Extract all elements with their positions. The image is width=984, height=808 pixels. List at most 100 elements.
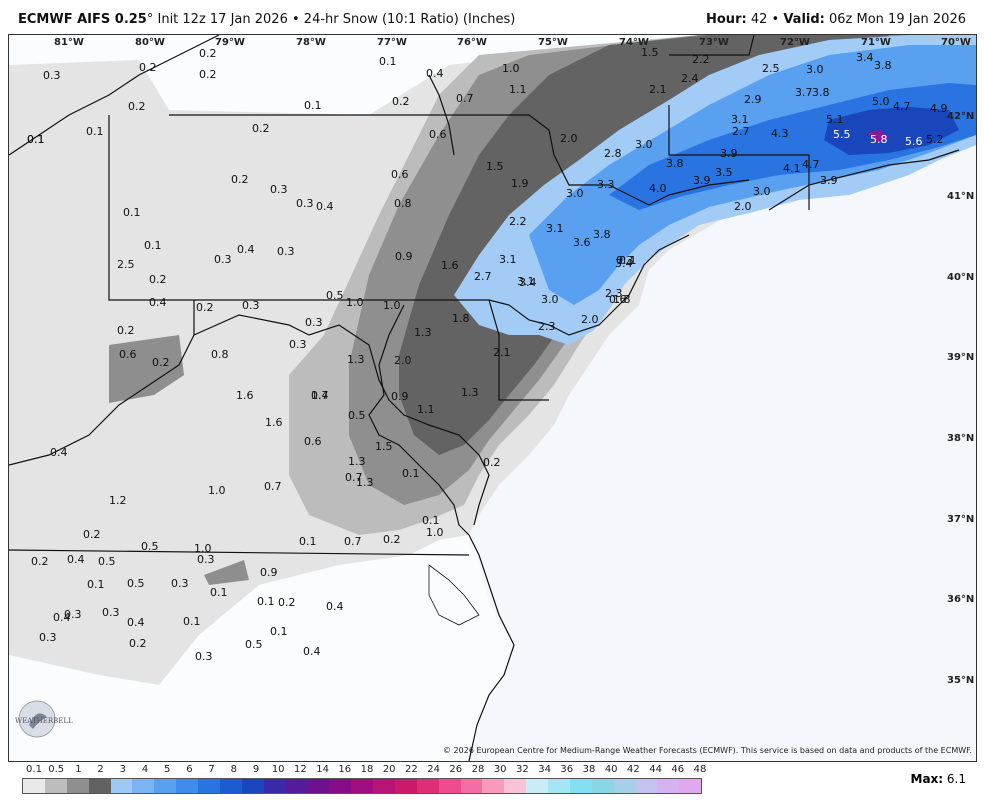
legend-tick-label: 16	[338, 764, 352, 775]
legend-labels: 0.1 0.5 1 2 3 4 5 6 7 8 9 10 12 14 16 18 20 22 24 26 28 30 32 3…	[22, 764, 706, 776]
snow-value: 1.1	[417, 403, 435, 416]
legend-tick-label: 22	[405, 764, 418, 775]
snow-value: 3.3	[597, 178, 615, 191]
snow-value: 3.0	[753, 185, 771, 198]
snow-value: 1.1	[509, 83, 527, 96]
snow-value: 2.7	[474, 270, 492, 283]
snow-value: 0.4	[67, 553, 85, 566]
snow-value: 0.2	[152, 356, 170, 369]
snow-value: 0.2	[392, 95, 410, 108]
snow-value: 2.0	[581, 313, 599, 326]
snow-value: 5.8	[870, 133, 888, 146]
snow-value: 1.3	[461, 386, 479, 399]
snow-value: 0.9	[395, 250, 413, 263]
legend-swatch	[373, 779, 395, 793]
snow-value: 1.7	[311, 389, 329, 402]
snow-value: 4.3	[771, 127, 789, 140]
snow-value: 0.2	[231, 173, 249, 186]
snow-value: 0.4	[149, 296, 167, 309]
legend-swatch	[176, 779, 198, 793]
legend-tick-label: 18	[360, 764, 374, 775]
map-frame: 81°W 80°W 79°W 78°W 77°W 76°W 75°W 74°W …	[8, 34, 977, 762]
snow-value: 2.0	[394, 354, 412, 367]
lon-label: 78°W	[296, 37, 326, 48]
legend-swatch	[548, 779, 570, 793]
snow-value: 3.1	[731, 113, 749, 126]
snow-value: 0.8	[394, 197, 412, 210]
snow-value: 0.2	[139, 61, 157, 74]
legend-tick-label: 14	[316, 764, 329, 775]
snow-value: 1.5	[486, 160, 504, 173]
snow-value: 3.9	[693, 174, 711, 187]
lat-label: 39°N	[947, 352, 974, 363]
lon-label: 74°W	[619, 37, 649, 48]
legend-tick-label: 32	[516, 764, 529, 775]
legend-tick-label: 26	[449, 764, 463, 775]
snow-value: 0.3	[270, 183, 288, 196]
snow-value: 1.2	[109, 494, 127, 507]
snow-value: 0.2	[199, 47, 217, 60]
snow-value-labels: 0.3 0.2 0.2 0.2 0.2 0.1 0.4 1.0 1.5 2.2 2.5 3.0 3.4 3…	[27, 46, 948, 663]
borders	[9, 35, 960, 761]
snow-value: 0.6	[609, 293, 627, 306]
legend-tick-label: 40	[604, 764, 618, 775]
snow-value: 1.0	[194, 542, 212, 555]
snow-value: 3.9	[820, 174, 838, 187]
snow-value: 1.0	[502, 62, 520, 75]
snow-value: 0.5	[141, 540, 159, 553]
legend-tick-label: 34	[538, 764, 551, 775]
latitude-labels: 42°N 41°N 40°N 39°N 38°N 37°N 36°N 35°N	[947, 111, 974, 686]
legend-swatch	[198, 779, 220, 793]
legend-tick-label: 10	[271, 764, 285, 775]
legend-swatch	[307, 779, 330, 793]
snow-value: 0.7	[264, 480, 282, 493]
snow-value: 0.7	[344, 535, 362, 548]
lon-label: 80°W	[135, 37, 165, 48]
snow-value: 0.4	[316, 200, 334, 213]
legend-tick-label: 2	[97, 764, 104, 775]
legend-swatch	[569, 779, 592, 793]
valid-label: Valid:	[783, 12, 825, 27]
snow-value: 4.7	[893, 100, 911, 113]
snow-value: 1.6	[265, 416, 283, 429]
snow-value: 3.5	[715, 166, 733, 179]
snow-value: 0.4	[326, 600, 344, 613]
snow-value: 4.0	[649, 182, 667, 195]
bullet: •	[291, 12, 300, 27]
lat-label: 42°N	[947, 111, 974, 122]
legend-tick-label: 30	[493, 764, 507, 775]
title-left: ECMWF AIFS 0.25° Init 12z 17 Jan 2026 • …	[18, 12, 515, 27]
snow-value: 2.2	[509, 215, 527, 228]
snow-value: 0.2	[199, 68, 217, 81]
max-value: 6.1	[946, 772, 966, 786]
snow-value: 2.5	[117, 258, 135, 271]
snow-band-1	[399, 35, 889, 455]
lon-label: 77°W	[377, 37, 407, 48]
snow-value: 0.5	[127, 577, 145, 590]
legend-swatch	[482, 779, 505, 793]
legend-swatch	[438, 779, 461, 793]
snow-value: 1.3	[356, 476, 374, 489]
snow-value: 0.4	[237, 243, 255, 256]
snow-value: 0.1	[299, 535, 317, 548]
snow-value: 0.2	[149, 273, 167, 286]
snow-value: 0.2	[128, 100, 146, 113]
legend-swatch	[263, 779, 286, 793]
degree-symbol: °	[146, 12, 154, 27]
snow-value: 0.5	[326, 289, 344, 302]
legend-tick-label: 44	[649, 764, 662, 775]
snow-value: 0.2	[278, 596, 296, 609]
snow-value: 0.4	[303, 645, 321, 658]
snow-value: 2.1	[493, 346, 511, 359]
legend-tick-label: 6	[186, 764, 193, 775]
snow-value: 5.1	[826, 113, 844, 126]
snow-value: 0.2	[252, 122, 270, 135]
snow-value: 1.5	[375, 440, 393, 453]
valid-value: 06z Mon 19 Jan 2026	[829, 12, 966, 27]
snow-value: 0.2	[196, 301, 214, 314]
legend-swatch	[635, 779, 658, 793]
legend-swatch	[657, 779, 680, 793]
max-label: Max: 6.1	[911, 772, 967, 786]
snow-value: 3.4	[856, 51, 874, 64]
snow-value: 0.3	[64, 608, 82, 621]
